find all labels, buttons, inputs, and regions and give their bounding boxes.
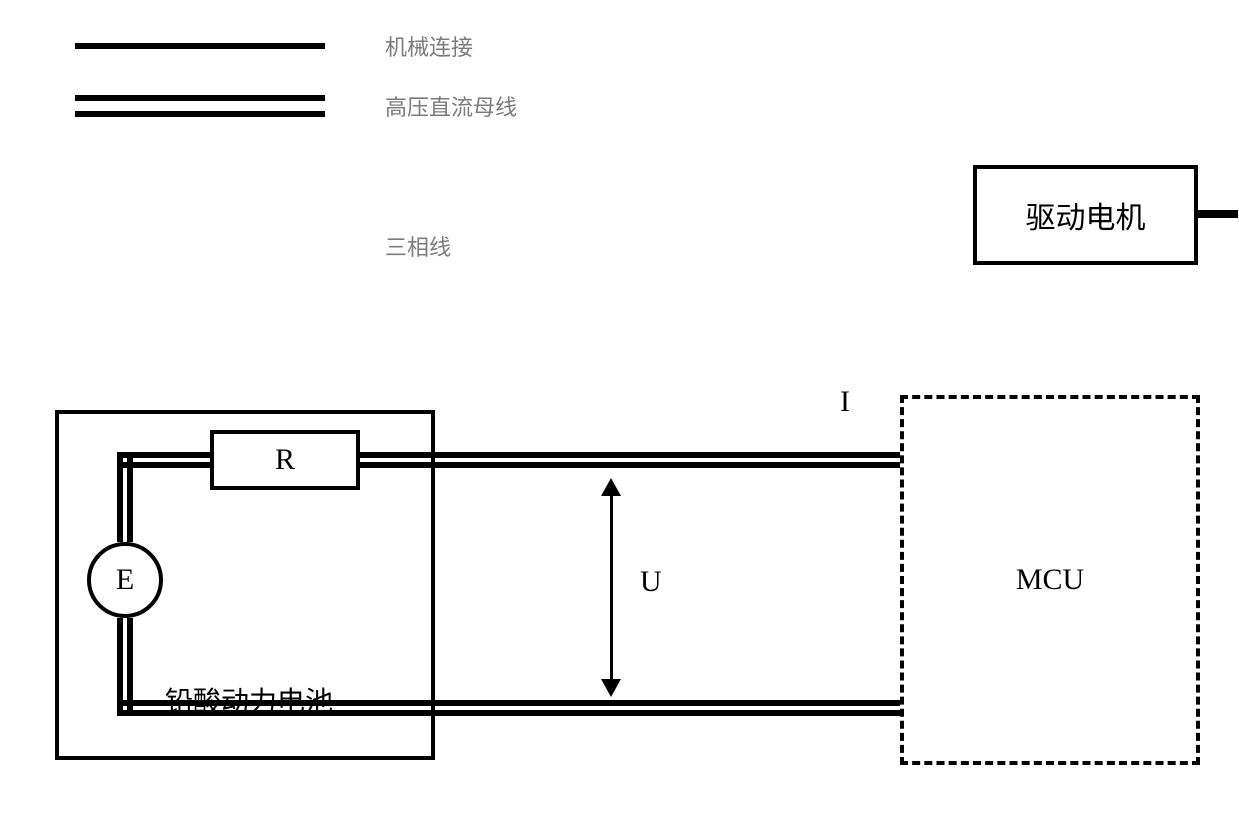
motor-shaft-line (1198, 210, 1238, 218)
voltage-u-arrowhead-up (601, 478, 621, 496)
legend-label-mechanical: 机械连接 (385, 30, 473, 62)
battery-label: 铅酸动力电池 (165, 680, 333, 720)
mcu-box: MCU (900, 395, 1200, 765)
voltage-u-arrowhead-down (601, 679, 621, 697)
drive-motor-box: 驱动电机 (973, 165, 1198, 265)
emf-e-circle: E (87, 542, 163, 618)
emf-e-label: E (116, 563, 134, 597)
legend-label-hv-bus: 高压直流母线 (385, 90, 517, 122)
mcu-label: MCU (1016, 563, 1084, 597)
current-i-label: I (840, 385, 850, 419)
voltage-u-arrow-line (610, 496, 613, 679)
legend-line-hv-bus (75, 93, 325, 119)
wire-e-to-r (117, 452, 210, 468)
legend-mechanical: 机械连接 (75, 30, 473, 62)
legend-hv-bus: 高压直流母线 (75, 90, 517, 122)
resistor-r-box: R (210, 430, 360, 490)
legend-three-phase: 三相线 (75, 230, 451, 262)
voltage-u-label: U (640, 565, 662, 599)
drive-motor-label: 驱动电机 (1026, 193, 1146, 237)
legend-label-three-phase: 三相线 (385, 230, 451, 262)
wire-r-to-mcu (360, 452, 900, 468)
legend-line-mechanical (75, 43, 325, 49)
resistor-r-label: R (275, 443, 295, 477)
